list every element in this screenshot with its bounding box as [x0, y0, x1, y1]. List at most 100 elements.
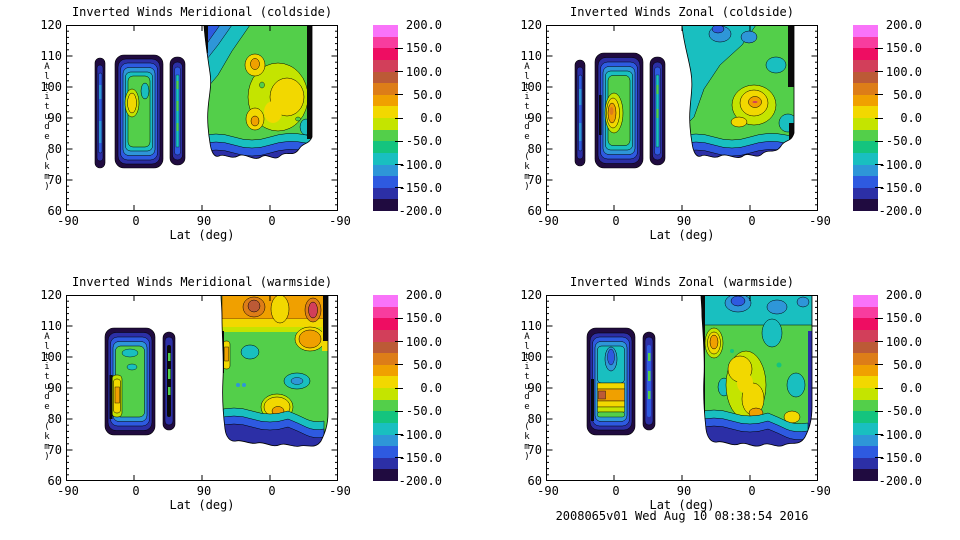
y-tick-label: 80	[527, 142, 542, 156]
colorbar-label: 150.0	[885, 311, 922, 325]
y-tick-label: 80	[47, 412, 62, 426]
colorbar-label: -200.0	[398, 474, 442, 488]
y-axis-title: Altitude (km)	[522, 62, 532, 192]
colorbar-label: 100.0	[885, 65, 922, 79]
y-axis-title: Altitude (km)	[42, 332, 52, 462]
y-tick-label: 90	[527, 381, 542, 395]
y-tick-label: 80	[47, 142, 62, 156]
colorbar-label: 100.0	[405, 335, 442, 349]
y-tick-label: 120	[520, 18, 542, 32]
contour-field	[574, 25, 795, 169]
panel-title: Inverted Winds Meridional (warmside)	[71, 275, 333, 289]
x-axis-title: Lat (deg)	[649, 228, 715, 242]
colorbar-bands	[373, 25, 398, 211]
colorbar-label: 200.0	[885, 18, 922, 32]
colorbar-label: 50.0	[893, 88, 922, 102]
contour-field	[94, 25, 313, 169]
y-tick-label: 90	[47, 111, 62, 125]
colorbar-label: -150.0	[398, 181, 442, 195]
colorbar-bands	[373, 295, 398, 481]
contour-field	[104, 295, 329, 447]
colorbar-label: 150.0	[405, 311, 442, 325]
panel-title: Inverted Winds Zonal (coldside)	[570, 5, 794, 19]
panel-meridional-coldside: Inverted Winds Meridional (coldside) Alt…	[0, 0, 480, 270]
colorbar-label: -100.0	[878, 158, 922, 172]
colorbar-label: -50.0	[405, 404, 442, 418]
panel-title: Inverted Winds Meridional (coldside)	[71, 5, 333, 19]
x-tick-label: 0	[268, 214, 276, 228]
colorbar-label: 100.0	[405, 65, 442, 79]
panel-zonal-coldside: Inverted Winds Zonal (coldside) Altitude…	[480, 0, 960, 270]
y-tick-label: 60	[47, 474, 62, 488]
colorbar-label: 50.0	[893, 358, 922, 372]
x-axis-title: Lat (deg)	[169, 228, 235, 242]
x-tick-label: -90	[537, 484, 559, 498]
colorbar-label: 50.0	[413, 88, 442, 102]
x-tick-label: 0	[748, 214, 756, 228]
x-tick-label: 90	[676, 214, 692, 228]
y-tick-label: 120	[520, 288, 542, 302]
colorbar	[373, 25, 403, 211]
y-tick-label: 110	[40, 319, 62, 333]
x-tick-label: 0	[612, 214, 620, 228]
colorbar-bands	[853, 25, 878, 211]
colorbar-label: -50.0	[885, 404, 922, 418]
y-tick-label: 70	[47, 443, 62, 457]
y-tick-label: 60	[47, 204, 62, 218]
x-tick-label: -90	[537, 214, 559, 228]
x-tick-label: 0	[612, 484, 620, 498]
y-tick-label: 110	[520, 49, 542, 63]
x-tick-label: 0	[132, 214, 140, 228]
y-tick-label: 60	[527, 474, 542, 488]
panel-meridional-warmside: Inverted Winds Meridional (warmside) Alt…	[0, 270, 480, 540]
colorbar-label: -100.0	[878, 428, 922, 442]
colorbar-label: -150.0	[878, 451, 922, 465]
colorbar-label: -100.0	[398, 158, 442, 172]
y-tick-label: 120	[40, 18, 62, 32]
colorbar-label: 100.0	[885, 335, 922, 349]
colorbar-label: -200.0	[878, 474, 922, 488]
colorbar-label: 0.0	[420, 381, 442, 395]
x-tick-label: 90	[196, 214, 212, 228]
x-tick-label: 0	[268, 484, 276, 498]
colorbar-label: 150.0	[405, 41, 442, 55]
panel-title: Inverted Winds Zonal (warmside)	[570, 275, 794, 289]
plot-svg	[66, 25, 338, 211]
colorbar-label: 0.0	[900, 111, 922, 125]
y-tick-label: 90	[47, 381, 62, 395]
y-axis-title: Altitude (km)	[42, 62, 52, 192]
colorbar-label: -50.0	[885, 134, 922, 148]
x-tick-label: 90	[196, 484, 212, 498]
x-axis-title: Lat (deg)	[649, 498, 715, 512]
x-tick-label: 0	[132, 484, 140, 498]
y-axis-title: Altitude (km)	[522, 332, 532, 462]
y-tick-label: 110	[520, 319, 542, 333]
x-axis-title: Lat (deg)	[169, 498, 235, 512]
x-tick-label: -90	[809, 484, 831, 498]
panel-zonal-warmside: Inverted Winds Zonal (warmside) Altitude…	[480, 270, 960, 540]
y-tick-label: 70	[527, 443, 542, 457]
colorbar-label: 200.0	[885, 288, 922, 302]
colorbar	[853, 295, 883, 481]
y-tick-label: 100	[40, 80, 62, 94]
y-tick-label: 110	[40, 49, 62, 63]
colorbar-label: -150.0	[878, 181, 922, 195]
x-tick-label: -90	[57, 484, 79, 498]
y-tick-label: 70	[47, 173, 62, 187]
x-tick-label: -90	[329, 214, 351, 228]
x-tick-label: 90	[676, 484, 692, 498]
y-tick-label: 60	[527, 204, 542, 218]
colorbar-label: -50.0	[405, 134, 442, 148]
colorbar-label: -100.0	[398, 428, 442, 442]
colorbar-label: 200.0	[405, 18, 442, 32]
colorbar-bands	[853, 295, 878, 481]
x-tick-label: -90	[57, 214, 79, 228]
colorbar-label: 0.0	[420, 111, 442, 125]
contour-field	[586, 295, 813, 447]
y-tick-label: 120	[40, 288, 62, 302]
colorbar	[373, 295, 403, 481]
colorbar-label: -200.0	[398, 204, 442, 218]
colorbar-label: 0.0	[900, 381, 922, 395]
x-tick-label: -90	[809, 214, 831, 228]
